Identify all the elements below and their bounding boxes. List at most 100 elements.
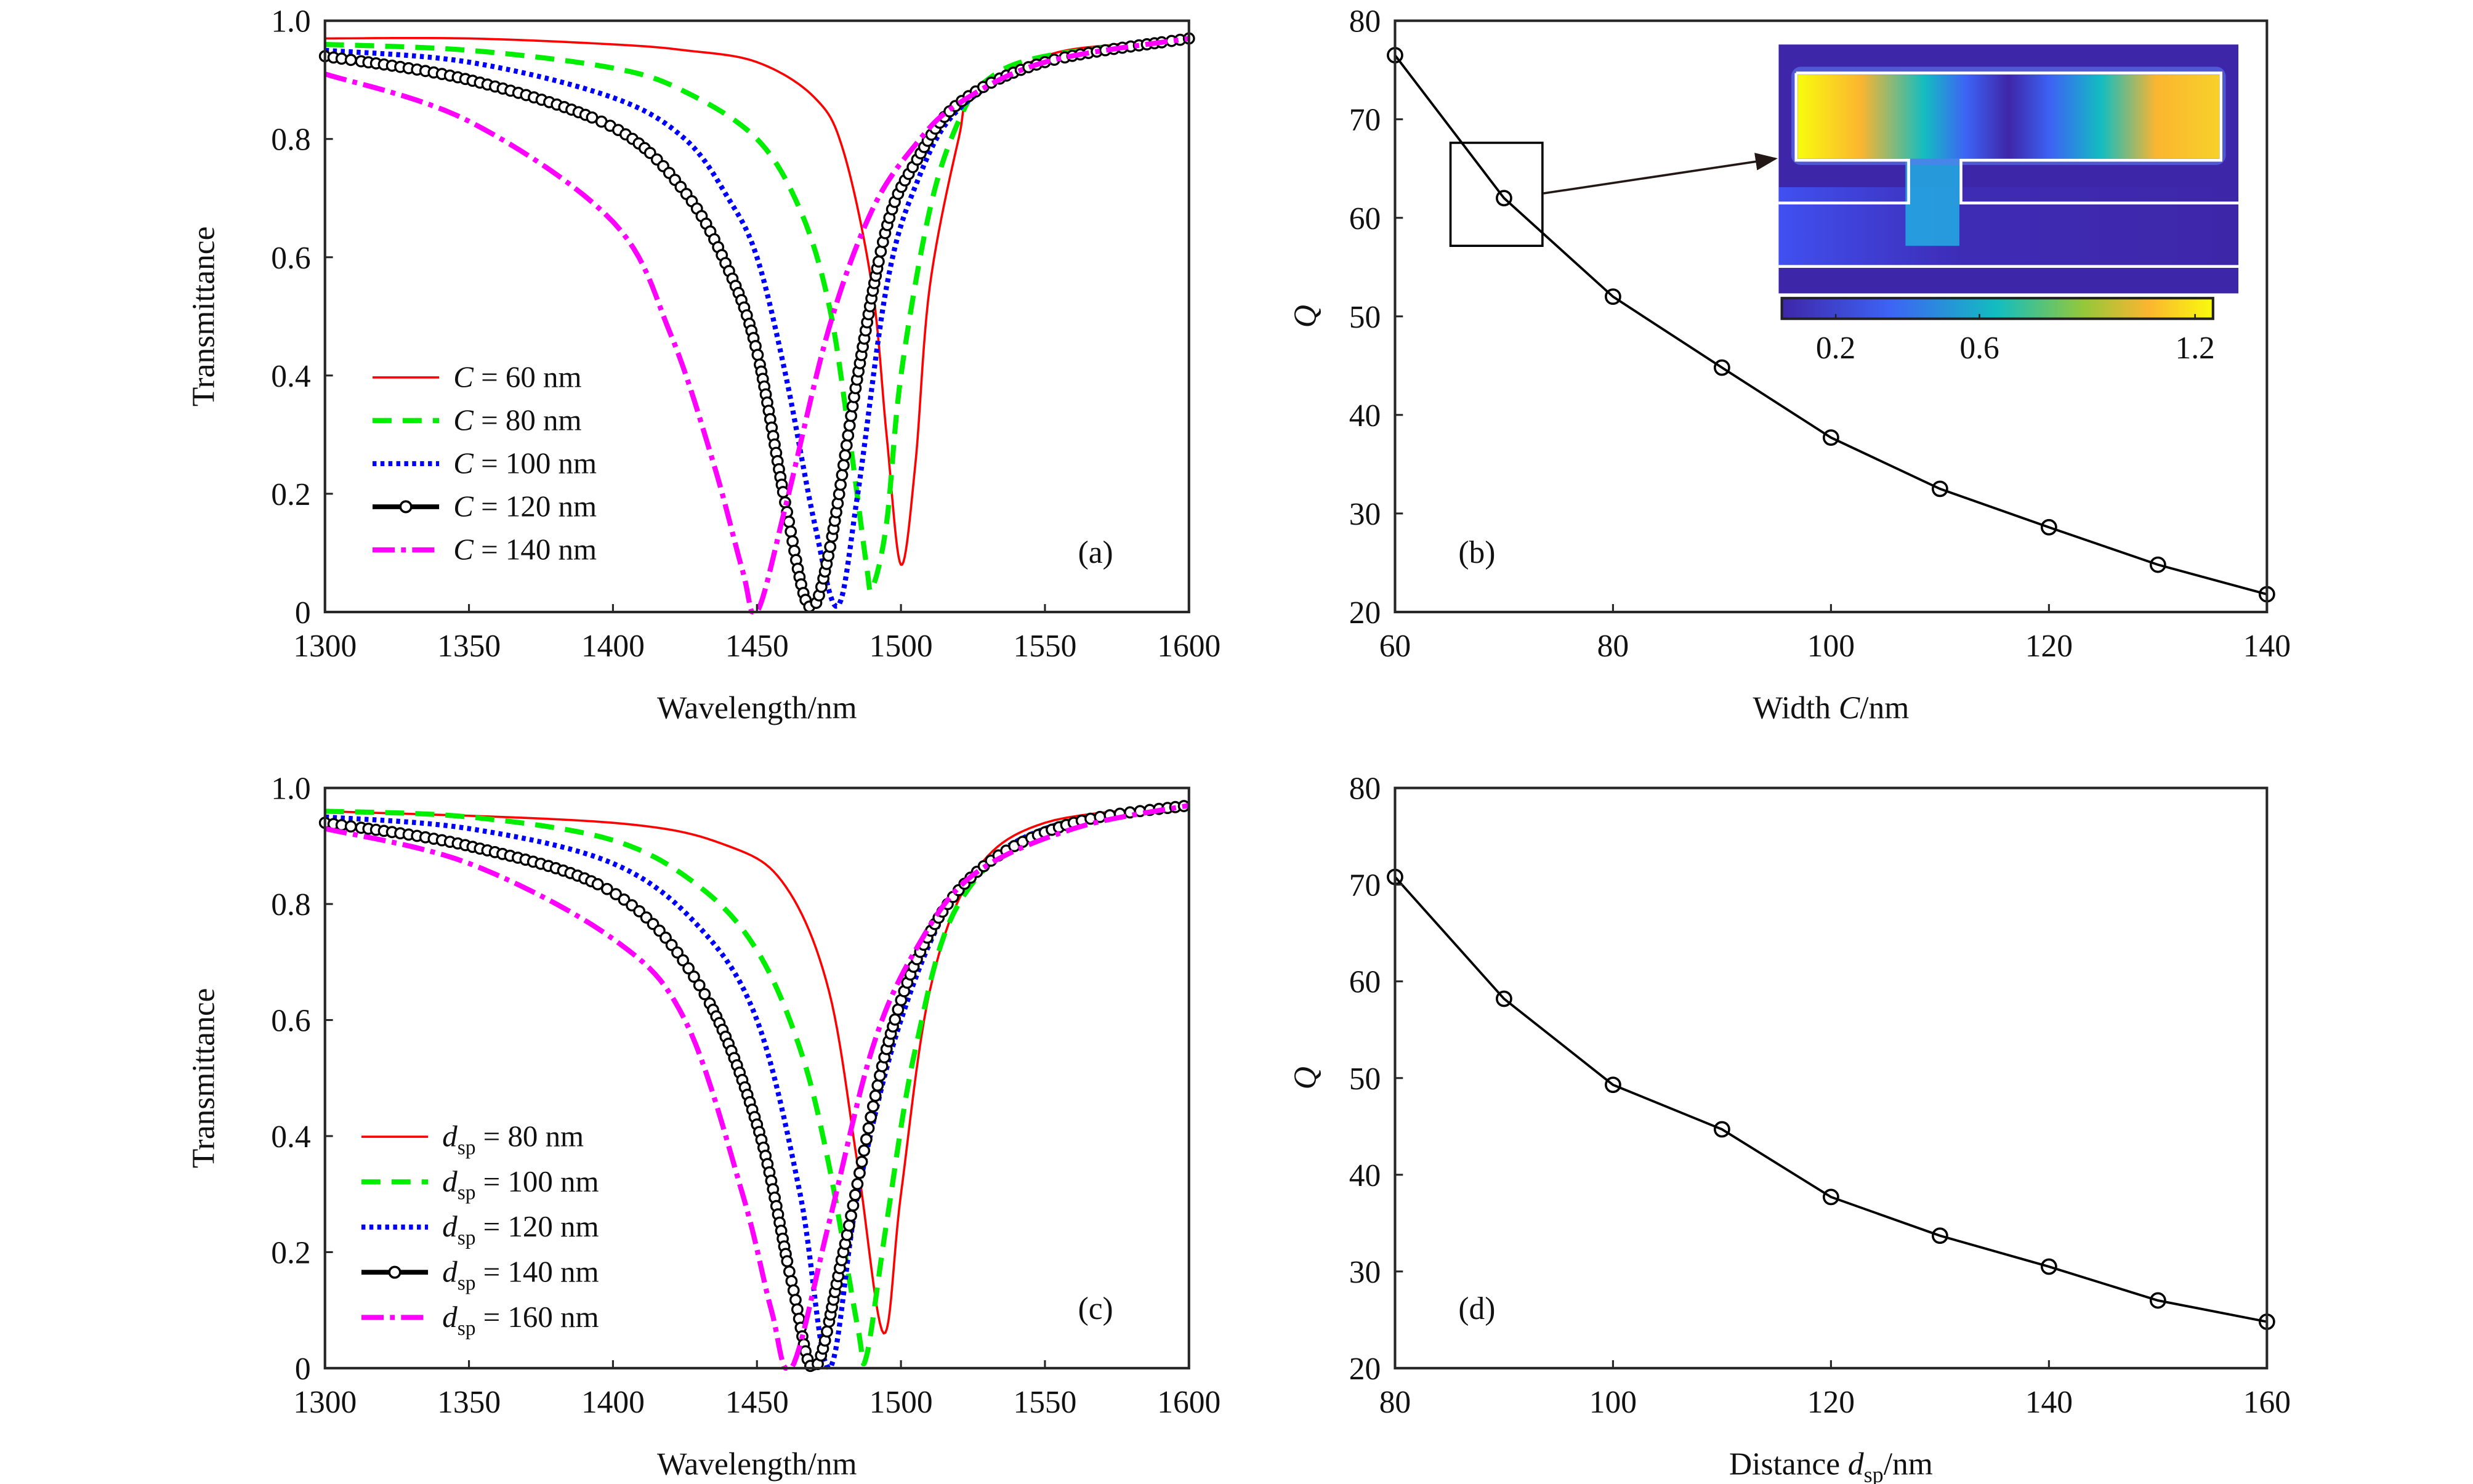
legend-item: C = 120 nm — [372, 489, 597, 523]
x-tick-label: 1500 — [869, 629, 933, 664]
legend-item: C = 80 nm — [372, 403, 582, 437]
x-tick-label: 1350 — [437, 629, 501, 664]
q-marker — [1822, 1188, 1839, 1206]
legend-sub: sp — [458, 1227, 476, 1249]
legend-item: dsp = 160 nm — [361, 1300, 599, 1340]
x-tick-label: 1600 — [1157, 629, 1220, 664]
series-marker — [344, 54, 357, 67]
y-tick-label: 0.8 — [271, 123, 310, 158]
series-marker — [862, 1122, 875, 1135]
legend-var: d — [442, 1164, 458, 1198]
series-marker — [867, 1100, 879, 1113]
x-tick-label: 1400 — [581, 1385, 645, 1420]
series-marker — [787, 1284, 800, 1297]
x-tick-label: 80 — [1379, 1385, 1411, 1420]
legend-item: dsp = 120 nm — [361, 1209, 599, 1249]
series-marker — [821, 1325, 833, 1338]
legend-item: dsp = 80 nm — [361, 1119, 584, 1159]
q-marker — [2149, 556, 2166, 573]
series-marker — [849, 1188, 861, 1201]
legend-marker — [399, 500, 413, 514]
legend-rest: = 100 nm — [475, 1164, 599, 1198]
legend-label: C = 120 nm — [453, 489, 597, 523]
x-tick-label: 140 — [2243, 629, 2291, 664]
field-map-cavity — [1797, 75, 2220, 159]
y-tick-label: 80 — [1349, 4, 1381, 39]
series-marker — [845, 1209, 858, 1222]
legend-var: C — [453, 403, 474, 437]
legend-rest: = 120 nm — [474, 489, 597, 523]
xlabel-sub: sp — [1864, 1462, 1884, 1484]
panel-d: 80 100 120 140 160 20 30 40 50 60 70 80 Distance dsp… — [1288, 772, 2291, 1484]
q-marker — [2040, 518, 2057, 536]
y-tick-label: 40 — [1349, 398, 1381, 434]
x-tick-label: 160 — [2243, 1385, 2291, 1420]
legend-rest: = 60 nm — [474, 360, 582, 393]
y-axis-label: Transmittance — [187, 226, 222, 406]
series-marker — [751, 349, 764, 361]
series-marker — [839, 449, 852, 462]
y-tick-label: 0 — [295, 1352, 311, 1387]
legend-rest: = 80 nm — [474, 403, 582, 437]
series-marker — [783, 1265, 796, 1278]
q-marker — [2149, 1292, 2166, 1309]
x-tick-label: 1300 — [293, 1385, 357, 1420]
series-marker — [853, 1166, 866, 1179]
legend-var: d — [442, 1300, 458, 1334]
x-tick-label: 80 — [1597, 629, 1629, 664]
series-marker — [789, 1294, 802, 1306]
x-tick-label: 1550 — [1013, 1385, 1076, 1420]
legend-label: dsp = 100 nm — [442, 1164, 599, 1204]
legend-label: C = 140 nm — [453, 532, 597, 566]
q-marker — [1714, 1121, 1730, 1138]
y-tick-label: 0.6 — [271, 241, 310, 276]
series-marker — [781, 1255, 794, 1268]
colorbar-tick-label: 0.6 — [1959, 331, 1999, 366]
plot-background — [1395, 788, 2267, 1368]
chart-layer: C = 60 nmC = 80 nmC = 100 nmC = 120 nmC … — [187, 4, 2291, 1484]
q-line — [1394, 876, 2267, 1323]
series-marker — [833, 488, 845, 501]
x-tick-label: 1300 — [293, 629, 357, 664]
legend-label: dsp = 160 nm — [442, 1300, 599, 1340]
legend-label: dsp = 80 nm — [442, 1119, 584, 1159]
legend-sub: sp — [458, 1182, 476, 1204]
legend: C = 60 nmC = 80 nmC = 100 nmC = 120 nmC … — [372, 360, 597, 566]
legend-var: C — [453, 446, 474, 480]
x-tick-label: 140 — [2025, 1385, 2073, 1420]
series-marker — [865, 1111, 877, 1124]
y-tick-label: 40 — [1349, 1158, 1381, 1193]
q-marker — [1496, 990, 1512, 1007]
x-tick-label: 120 — [2025, 629, 2073, 664]
series-marker — [843, 419, 856, 432]
panel-b: 60 80 100 120 140 20 30 40 50 60 70 80 Width C/nm Q (b… — [1288, 4, 2291, 726]
x-tick-label: 1350 — [437, 1385, 501, 1420]
xlabel-unit: /nm — [1860, 690, 1909, 725]
x-axis-label: Width C/nm — [1753, 690, 1909, 725]
series-marker — [618, 893, 631, 906]
x-tick-label: 1450 — [725, 1385, 789, 1420]
y-tick-label: 0.2 — [271, 477, 310, 512]
series-marker — [851, 1177, 864, 1190]
series-marker — [840, 439, 853, 452]
legend-label: dsp = 120 nm — [442, 1209, 599, 1249]
y-tick-label: 60 — [1349, 965, 1381, 1000]
legend-item: C = 100 nm — [372, 446, 597, 480]
plot-area — [318, 20, 1195, 615]
q-line — [1394, 54, 2267, 595]
xlabel-text: Width — [1753, 690, 1838, 725]
series-marker — [682, 962, 695, 975]
legend-item: dsp = 100 nm — [361, 1164, 599, 1204]
y-tick-label: 70 — [1349, 868, 1381, 903]
q-marker — [2040, 1258, 2057, 1275]
plot-background — [325, 20, 1189, 612]
structure-outline — [1778, 71, 2238, 268]
y-tick-label: 60 — [1349, 201, 1381, 236]
x-tick-label: 120 — [1807, 1385, 1855, 1420]
plot-area — [1387, 788, 2275, 1368]
y-tick-label: 50 — [1349, 1062, 1381, 1097]
series-marker — [600, 882, 613, 895]
